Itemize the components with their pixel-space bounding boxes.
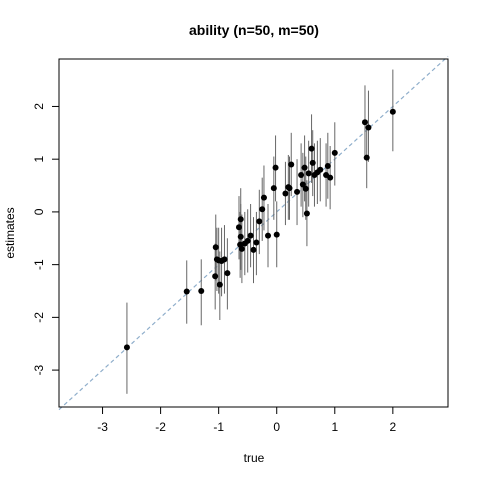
data-point	[288, 161, 295, 168]
y-tick-label: 0	[32, 208, 46, 215]
data-point	[331, 149, 338, 156]
data-point	[361, 119, 368, 126]
x-tick-label: -2	[155, 420, 166, 434]
x-axis-label: true	[244, 451, 265, 465]
data-point	[256, 218, 263, 225]
data-point	[237, 216, 244, 223]
data-point	[308, 145, 315, 152]
data-point	[216, 281, 223, 288]
data-point	[324, 163, 331, 170]
y-axis: -3 -2 -1 0 1 2	[32, 103, 60, 375]
y-tick-label: -3	[32, 364, 46, 375]
data-point	[244, 237, 251, 244]
x-tick-label: 1	[331, 420, 338, 434]
data-point	[282, 190, 289, 197]
data-point	[212, 273, 219, 280]
data-point	[237, 233, 244, 240]
x-tick-label: 0	[273, 420, 280, 434]
data-point	[301, 164, 308, 171]
data-point	[327, 174, 334, 181]
y-tick-label: -2	[32, 312, 46, 323]
data-point	[212, 244, 219, 251]
data-point	[265, 232, 272, 239]
data-point	[363, 154, 370, 161]
x-axis: -3 -2 -1 0 1 2	[97, 406, 396, 434]
data-point	[221, 256, 228, 263]
y-tick-label: -1	[32, 259, 46, 270]
point-layer	[123, 108, 396, 351]
y-tick-label: 1	[32, 156, 46, 163]
data-point	[365, 124, 372, 131]
data-point	[259, 206, 266, 213]
data-point	[270, 185, 277, 192]
data-point	[317, 166, 324, 173]
data-point	[272, 164, 279, 171]
data-point	[198, 288, 205, 294]
data-point	[123, 344, 130, 351]
data-point	[298, 172, 305, 178]
y-tick-label: 2	[32, 103, 46, 110]
data-point	[260, 194, 267, 201]
data-point	[299, 181, 306, 188]
data-point	[286, 185, 293, 192]
chart-title: ability (n=50, m=50)	[189, 22, 319, 38]
data-point	[253, 239, 260, 246]
x-tick-label: -3	[97, 420, 108, 434]
data-point	[302, 185, 309, 192]
x-tick-label: -1	[213, 420, 224, 434]
data-point	[309, 159, 316, 166]
x-tick-label: 2	[389, 420, 396, 434]
data-point	[294, 188, 301, 195]
data-point	[238, 245, 245, 252]
data-point	[303, 210, 310, 217]
error-bar-layer	[126, 69, 394, 394]
data-point	[389, 108, 396, 115]
y-axis-label: estimates	[3, 207, 17, 258]
data-point	[224, 270, 231, 277]
data-point	[183, 288, 190, 295]
data-point	[235, 224, 242, 231]
data-point	[273, 231, 280, 238]
data-point	[305, 170, 312, 177]
data-point	[247, 232, 254, 239]
data-point	[250, 246, 257, 253]
